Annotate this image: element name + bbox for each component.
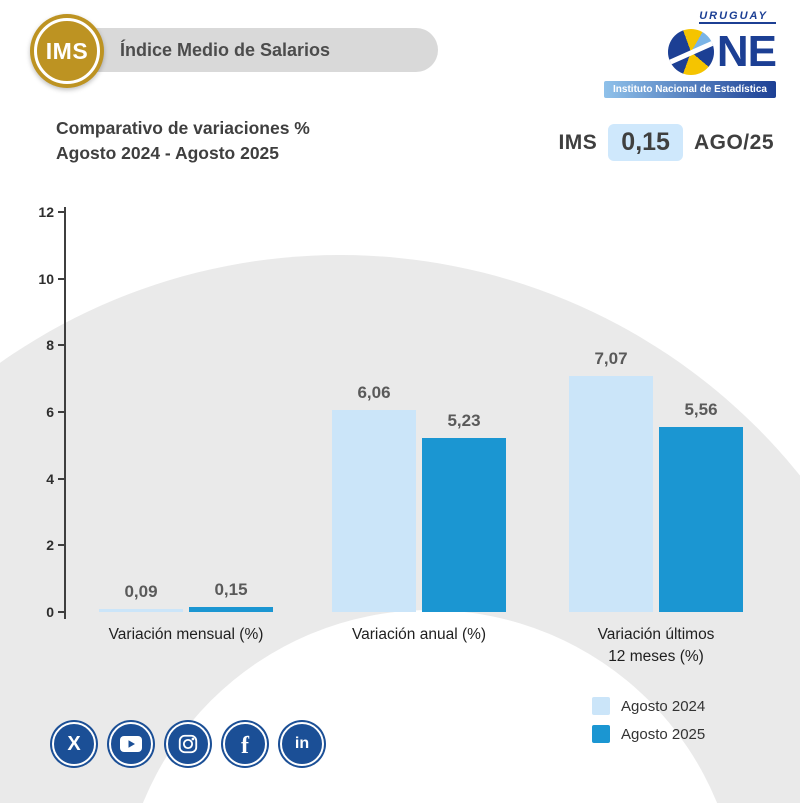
legend-item-2024: Agosto 2024: [592, 697, 705, 715]
legend-swatch-2025: [592, 725, 610, 743]
bar-value-label: 5,56: [684, 400, 718, 419]
ine-logo: URUGUAY NE Instituto Nacional de Estadís…: [604, 10, 777, 98]
y-tick-label: 0: [46, 604, 54, 620]
legend-label-2024: Agosto 2024: [621, 697, 706, 715]
bar-agosto-2025: [422, 438, 506, 612]
subtitle-line2: Agosto 2024 - Agosto 2025: [56, 142, 280, 163]
y-tick-label: 2: [46, 537, 54, 554]
category-label: Variación anual (%): [351, 626, 487, 643]
y-tick-mark: [58, 211, 66, 213]
legend-item-2025: Agosto 2025: [592, 725, 705, 743]
highlight-value: 0,15: [608, 124, 683, 161]
x-icon[interactable]: X: [52, 722, 96, 766]
bar-value-label: 5,23: [447, 411, 481, 430]
y-tick-mark: [58, 411, 66, 413]
bar-agosto-2024: [99, 609, 183, 612]
bar-agosto-2025: [659, 427, 743, 612]
chart-legend: Agosto 2024 Agosto 2025: [592, 697, 705, 743]
category-label: Variación mensual (%): [108, 626, 264, 643]
legend-label-2025: Agosto 2025: [621, 725, 706, 743]
y-tick-mark: [58, 277, 66, 280]
highlight-label: IMS: [558, 130, 598, 154]
y-tick-label: 8: [46, 337, 54, 354]
logo-uruguay-text: URUGUAY: [699, 10, 776, 24]
bar-value-label: 0,09: [124, 582, 158, 601]
linkedin-icon[interactable]: in: [280, 722, 324, 766]
plot-area: 0,09 0,15 Variación mensual (%) 6,06 5,23 Var…: [66, 212, 772, 665]
legend-swatch-2024: [592, 697, 610, 715]
bar-agosto-2025: [189, 607, 273, 612]
ine-globe-icon: [667, 29, 714, 75]
y-tick-mark: [58, 611, 66, 613]
social-icons: X f in: [52, 722, 324, 766]
bar-value-label: 7,07: [594, 349, 628, 368]
category-label: Variación últimos 12 meses (%): [597, 626, 715, 665]
y-axis-line: [64, 207, 66, 619]
instagram-icon[interactable]: [166, 722, 210, 766]
ims-badge: IMS: [30, 14, 104, 88]
bar-agosto-2024: [569, 376, 653, 612]
youtube-icon[interactable]: [109, 722, 153, 766]
y-tick-mark: [58, 477, 66, 480]
logo-row: NE: [604, 26, 777, 78]
bar-chart: 0 2 4 6 8 10 12 0,09 0,15 Variación mensual (%) 6…: [28, 204, 776, 680]
y-tick-mark: [58, 544, 66, 547]
bar-value-label: 6,06: [357, 383, 391, 402]
page-title: Índice Medio de Salarios: [120, 39, 331, 60]
bar-agosto-2024: [332, 410, 416, 612]
ims-badge-label: IMS: [34, 18, 100, 84]
facebook-icon[interactable]: f: [223, 722, 267, 766]
y-tick-mark: [58, 344, 66, 347]
y-tick-label: 6: [46, 404, 54, 420]
chart-subtitle: Comparativo de variaciones % Agosto 2024…: [56, 116, 310, 165]
subtitle-line1: Comparativo de variaciones %: [56, 118, 310, 138]
ine-acronym: NE: [716, 27, 777, 76]
highlight-period: AGO/25: [693, 130, 774, 154]
ims-highlight: IMS 0,15 AGO/25: [558, 124, 774, 161]
y-tick-label: 12: [38, 204, 54, 220]
y-axis: 0 2 4 6 8 10 12: [28, 204, 66, 620]
logo-subtitle: Instituto Nacional de Estadística: [604, 81, 776, 98]
y-tick-label: 10: [38, 270, 54, 287]
bar-value-label: 0,15: [214, 580, 248, 599]
title-pill: Índice Medio de Salarios: [72, 28, 438, 72]
y-tick-label: 4: [46, 470, 54, 487]
